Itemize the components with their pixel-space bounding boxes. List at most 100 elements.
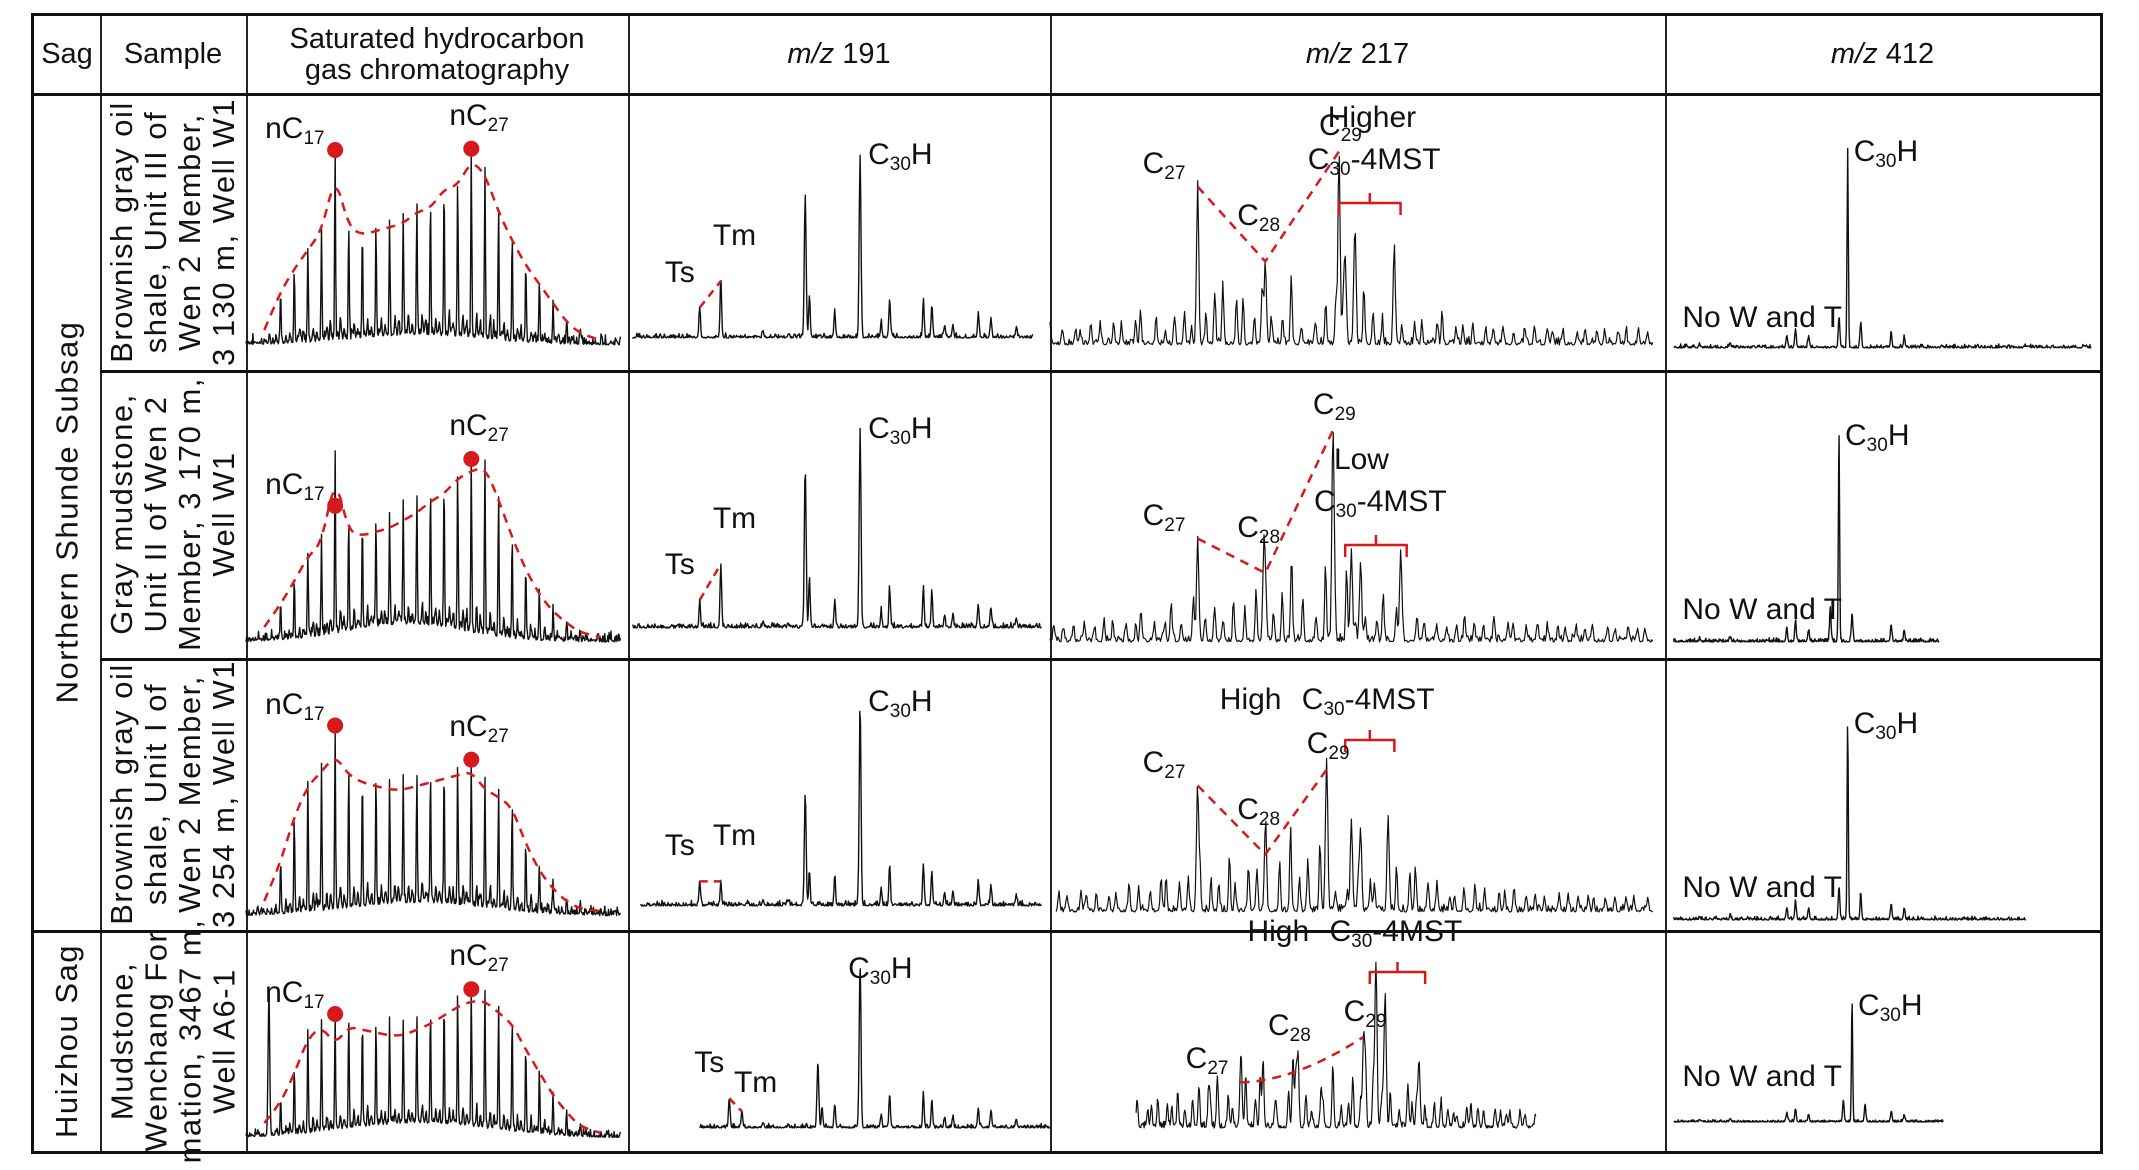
column-divider bbox=[1665, 16, 1667, 1151]
header-sag: Sag bbox=[34, 16, 100, 93]
sterane-trend-line bbox=[1240, 1035, 1365, 1084]
gc-chart-row-2-plot bbox=[245, 450, 622, 643]
column-divider bbox=[246, 16, 248, 1151]
c27-label: C27 bbox=[1185, 1042, 1229, 1080]
c30-4mst-bracket bbox=[1368, 962, 1427, 984]
sample-description: Brownish gray oil shale, Unit I of Wen 2… bbox=[104, 659, 242, 929]
mz217-chart-row-1-plot bbox=[1049, 150, 1654, 346]
mz217-chart-row-1: C27 C28 C29 Higher C30-4MST bbox=[1049, 93, 1665, 370]
mz217-chart-row-3-plot bbox=[1055, 730, 1653, 913]
tm-label: Tm bbox=[733, 1066, 778, 1100]
c30-4mst-bracket bbox=[1343, 730, 1396, 752]
gc-envelope bbox=[263, 467, 601, 639]
gc-chart-row-3: nC17 nC27 bbox=[245, 658, 628, 930]
nc27-label: nC27 bbox=[449, 939, 509, 977]
mz412-trace bbox=[1673, 147, 2092, 349]
c28-label: C28 bbox=[1268, 1009, 1311, 1046]
header-mz217-value: 217 bbox=[1360, 38, 1410, 70]
annotation-qualifier: High bbox=[1247, 915, 1310, 948]
sample-description: Gray mudstone, Unit II of Wen 2 Member, … bbox=[104, 377, 241, 651]
mz412-chart-row-2: C30H No W and T bbox=[1665, 370, 2100, 658]
header-mz191-prefix: m/z bbox=[787, 38, 835, 70]
header-mz412-value: 412 bbox=[1885, 38, 1935, 70]
c27-label: C27 bbox=[1142, 146, 1186, 184]
header-mz217-prefix: m/z bbox=[1305, 38, 1353, 70]
sag-huizhou: Huizhou Sag bbox=[34, 930, 100, 1151]
nc17-marker bbox=[327, 1006, 344, 1022]
c30-4mst-bracket bbox=[1337, 193, 1402, 215]
c29-label: C29 bbox=[1312, 388, 1356, 426]
gc-trace bbox=[245, 989, 622, 1139]
sample-description: Mudstone, Wenchang For mation, 3467 m, W… bbox=[104, 918, 242, 1163]
mz217-chart-row-2-plot bbox=[1049, 429, 1654, 643]
row-divider bbox=[100, 370, 2100, 373]
nc27-marker bbox=[463, 751, 480, 768]
gc-trace bbox=[245, 450, 622, 643]
nc27-marker bbox=[463, 140, 480, 157]
ts-tm-connector bbox=[698, 280, 722, 309]
header-mz217: m/z 217 bbox=[1050, 16, 1665, 93]
gc-chart-row-2: nC17 nC27 bbox=[245, 370, 628, 658]
mz191-chart-row-4: Ts Tm C30H bbox=[628, 930, 1051, 1151]
no-w-and-t-label: No W and T bbox=[1682, 871, 1842, 904]
annotation-qualifier: Low bbox=[1333, 443, 1389, 476]
c30h-label: C30H bbox=[868, 685, 933, 723]
mz412-chart-row-3-plot bbox=[1673, 726, 2027, 921]
mz412-trace bbox=[1673, 435, 1940, 643]
mz191-chart-row-2-plot bbox=[631, 427, 1042, 629]
mz217-trace bbox=[1049, 432, 1654, 643]
mz191-trace bbox=[632, 154, 1034, 339]
header-mz191: m/z 191 bbox=[628, 16, 1050, 93]
annotation-qualifier: High bbox=[1219, 683, 1282, 716]
sterane-trend-line bbox=[1196, 150, 1341, 263]
nc17-marker bbox=[327, 497, 344, 514]
tm-label: Tm bbox=[712, 502, 757, 535]
header-gc-line1: Saturated hydrocarbon bbox=[289, 22, 585, 55]
gc-chart-row-4-plot bbox=[245, 981, 622, 1139]
mz217-trace bbox=[1049, 155, 1654, 346]
mz412-trace bbox=[1673, 1003, 1944, 1123]
nc27-marker bbox=[463, 981, 480, 998]
mz217-chart-row-4: C27 C28 C29 High C30-4MST bbox=[1050, 917, 1665, 1151]
sag-name: Northern Shunde Subsag bbox=[49, 320, 85, 703]
nc17-marker bbox=[327, 717, 344, 734]
gc-envelope bbox=[263, 999, 602, 1135]
nc27-marker bbox=[463, 451, 480, 467]
nc27-label: nC27 bbox=[449, 409, 509, 446]
gc-trace bbox=[245, 150, 622, 346]
c30-4mst-label: C30-4MST bbox=[1301, 683, 1435, 720]
mz217-chart-row-3: C27 C28 C29 High C30-4MST bbox=[1050, 658, 1665, 930]
c30h-label: C30H bbox=[1858, 989, 1923, 1026]
mz412-chart-row-1: C30H No W and T bbox=[1665, 93, 2100, 370]
tm-label: Tm bbox=[712, 819, 757, 853]
no-w-and-t-label: No W and T bbox=[1682, 593, 1842, 626]
header-gc-line2: gas chromatography bbox=[304, 53, 570, 86]
mz191-chart-row-1-plot bbox=[632, 154, 1034, 339]
nc17-marker bbox=[327, 142, 344, 158]
tm-label: Tm bbox=[712, 219, 757, 252]
mz191-chart-row-3-plot bbox=[640, 710, 1043, 907]
sterane-trend-line bbox=[1197, 429, 1335, 575]
c30-4mst-label: C30-4MST bbox=[1313, 485, 1447, 522]
c28-label: C28 bbox=[1237, 792, 1281, 830]
nc17-label: nC17 bbox=[265, 112, 325, 149]
header-sample: Sample bbox=[100, 16, 246, 93]
mz191-chart-row-4-plot bbox=[699, 968, 1051, 1129]
header-mz191-value: 191 bbox=[842, 38, 891, 70]
mz191-trace bbox=[699, 968, 1051, 1129]
nc17-label: nC17 bbox=[265, 687, 325, 725]
annotation-qualifier: Higher bbox=[1327, 101, 1417, 134]
nc27-label: nC27 bbox=[449, 709, 509, 747]
row-divider bbox=[34, 93, 2100, 96]
c28-label: C28 bbox=[1237, 199, 1281, 237]
mz217-chart-row-4-plot bbox=[1135, 961, 1537, 1129]
column-divider bbox=[628, 16, 630, 1151]
mz191-chart-row-3: Ts Tm C30H bbox=[628, 658, 1050, 930]
sample-row-1: Brownish gray oil shale, Unit III of Wen… bbox=[100, 93, 246, 370]
header-sample-label: Sample bbox=[123, 38, 223, 70]
mz412-chart-row-2-plot bbox=[1673, 435, 1940, 643]
biomarker-comparison-table: Sag Sample Saturated hydrocarbon gas chr… bbox=[31, 13, 2103, 1163]
c30-4mst-label: C30-4MST bbox=[1329, 915, 1463, 952]
row-divider bbox=[34, 930, 2100, 933]
ts-label: Ts bbox=[664, 255, 695, 289]
